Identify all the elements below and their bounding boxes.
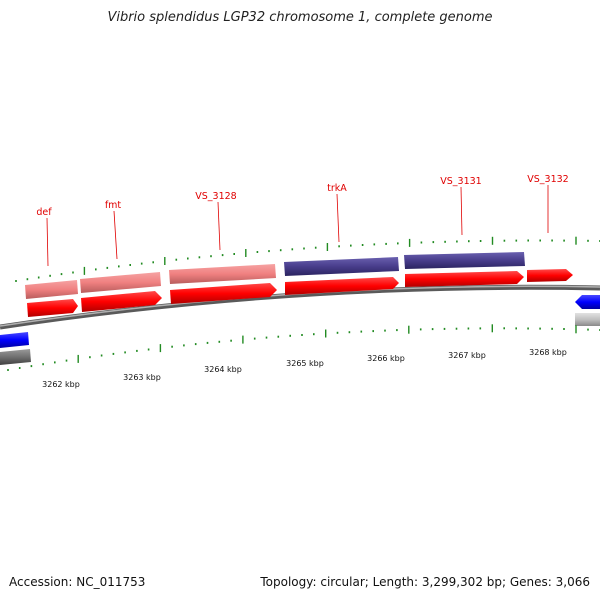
gene-label-vs3131[interactable]: VS_3131 [440,176,481,187]
forward-cds-track [27,269,573,317]
kbp-label-3262: 3262 kbp [42,380,80,389]
kbp-label-3265: 3265 kbp [286,359,324,368]
gene-vs3131-cds[interactable] [405,271,524,287]
gene-fmt-bar[interactable] [80,272,161,293]
gene-label-fmt[interactable]: fmt [105,200,122,211]
gene-label-trka[interactable]: trkA [327,183,347,194]
gene-left-blue-bar[interactable] [0,332,29,348]
kbp-label-3267: 3267 kbp [448,351,486,360]
genome-summary-text: Topology: circular; Length: 3,299,302 bp… [260,575,590,589]
kbp-label-3268: 3268 kbp [529,348,567,357]
tick-track [7,236,600,371]
gene-vs3128-cds[interactable] [170,283,277,304]
gene-label-vs3128[interactable]: VS_3128 [195,191,236,202]
kbp-label-3264: 3264 kbp [204,365,242,374]
gene-right-blue-arrow[interactable] [575,295,600,309]
gene-vs3131-bar[interactable] [404,252,525,269]
kbp-label-3266: 3266 kbp [367,354,405,363]
gene-def-cds[interactable] [27,299,78,317]
gene-label-vs3132[interactable]: VS_3132 [527,174,568,185]
backbone-track [0,284,600,330]
gene-trka-bar[interactable] [284,257,399,276]
gene-feature-track [25,252,525,299]
gene-vs3132-cds[interactable] [527,269,573,282]
gene-label-def[interactable]: def [36,207,52,218]
accession-text: Accession: NC_011753 [9,575,146,589]
map-title: Vibrio splendidus LGP32 chromosome 1, co… [107,10,493,25]
gene-vs3128-bar[interactable] [169,264,276,284]
gene-fmt-cds[interactable] [81,291,162,312]
kbp-scale: 3262 kbp 3263 kbp 3264 kbp 3265 kbp 3266… [42,348,567,389]
gene-left-gray-bar[interactable] [0,349,31,365]
kbp-label-3263: 3263 kbp [123,373,161,382]
gene-def-bar[interactable] [25,280,78,299]
gene-trka-cds[interactable] [285,277,399,295]
gene-label-group: def fmt VS_3128 trkA VS_3131 VS_3132 [36,174,569,267]
gene-right-gray-bar[interactable] [575,313,600,326]
